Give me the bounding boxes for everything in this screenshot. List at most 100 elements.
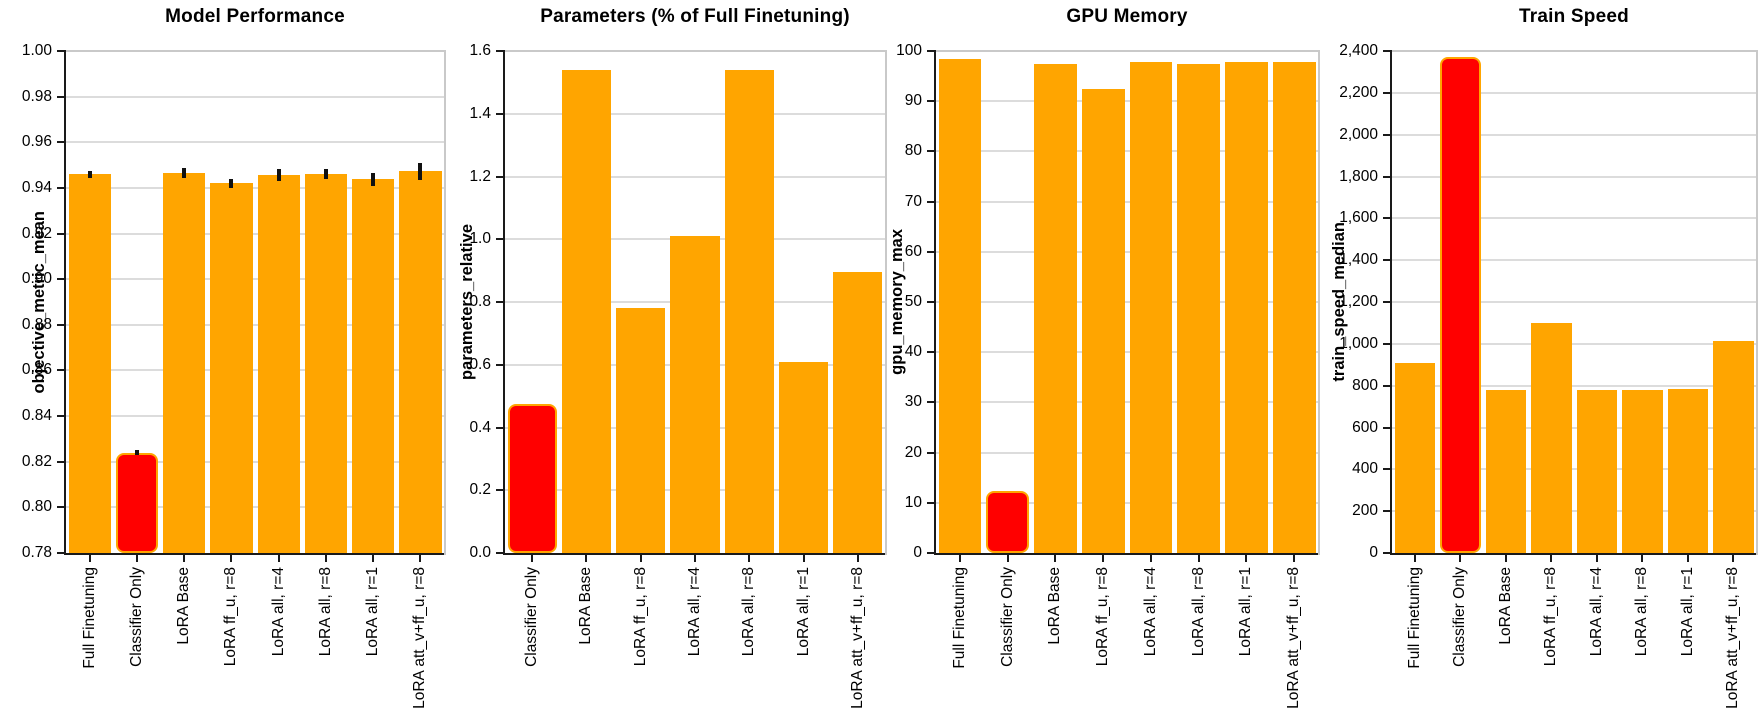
x-tick	[748, 555, 751, 562]
bar	[833, 272, 883, 553]
y-tick	[1383, 217, 1390, 220]
gridline	[66, 369, 444, 372]
y-tick-label: 0	[913, 544, 922, 561]
x-tick	[1102, 555, 1105, 562]
x-tick	[1054, 555, 1057, 562]
y-tick-label: 100	[896, 42, 922, 59]
x-axis	[503, 553, 885, 555]
bar	[1394, 362, 1435, 553]
gridline	[936, 150, 1318, 153]
x-tick-label: LoRA all, r=8	[316, 567, 334, 657]
y-tick-label: 0.98	[21, 87, 52, 105]
x-tick-label: Classifier Only	[127, 567, 145, 667]
y-tick-label: 80	[904, 142, 922, 160]
x-tick-label: LoRA all, r=8	[1189, 567, 1207, 657]
bar	[1081, 88, 1125, 553]
x-tick	[1149, 555, 1152, 562]
gridline	[505, 175, 885, 178]
y-tick-label: 1,200	[1339, 293, 1378, 310]
y-tick-label: 30	[904, 393, 922, 411]
error-bar	[371, 172, 376, 187]
y-tick	[57, 278, 64, 281]
bar	[1034, 63, 1077, 553]
x-tick	[372, 555, 375, 562]
gridline	[505, 112, 885, 115]
y-tick-label: 1.00	[21, 42, 52, 59]
gridline	[66, 95, 444, 98]
y-tick	[57, 552, 64, 554]
bar	[68, 174, 111, 553]
y-tick	[1383, 384, 1390, 387]
x-axis	[1390, 553, 1756, 555]
y-tick	[57, 323, 64, 326]
y-tick	[496, 489, 503, 492]
x-tick-label: LoRA att_v+ff_u, r=8	[1724, 567, 1742, 709]
x-tick-label: LoRA Base	[1496, 567, 1514, 645]
gridline	[936, 401, 1318, 404]
y-tick-label: 0.2	[469, 481, 491, 499]
bar	[399, 171, 442, 553]
chart-panel-parameters: Parameters (% of Full Finetuning) parame…	[440, 0, 887, 724]
x-tick	[135, 555, 138, 562]
x-tick-label: LoRA Base	[577, 567, 595, 645]
y-tick-label: 0.88	[21, 315, 52, 333]
bar-highlight	[507, 403, 557, 553]
y-tick	[1383, 426, 1390, 429]
y-tick	[927, 250, 934, 253]
y-tick	[927, 501, 934, 504]
bar	[1667, 389, 1708, 553]
x-tick	[183, 555, 186, 562]
y-tick	[496, 238, 503, 241]
error-bar	[276, 169, 281, 182]
x-tick	[1686, 555, 1689, 562]
plot-border-right	[1756, 50, 1758, 555]
chart-title: Model Performance	[165, 6, 345, 27]
y-tick	[927, 50, 934, 52]
x-tick	[585, 555, 588, 562]
x-tick-label: Full Finetuning	[950, 567, 968, 669]
gridline	[1392, 259, 1756, 262]
gridline	[1392, 384, 1756, 387]
x-tick-label: LoRA att_v+ff_u, r=8	[1285, 567, 1303, 709]
bar-highlight	[986, 491, 1029, 553]
x-tick-label: Classifier Only	[998, 567, 1016, 667]
y-tick-label: 0.92	[21, 224, 52, 242]
gridline	[936, 100, 1318, 103]
error-bar	[229, 178, 234, 188]
bar	[670, 236, 720, 553]
gridline	[66, 415, 444, 418]
x-tick	[88, 555, 91, 562]
gridline	[936, 501, 1318, 504]
bar	[778, 361, 829, 553]
y-tick-label: 800	[1352, 376, 1378, 394]
x-tick	[639, 555, 642, 562]
bar	[1272, 61, 1316, 553]
y-tick-label: 2,200	[1339, 83, 1378, 101]
y-tick	[1383, 468, 1390, 471]
x-tick	[324, 555, 327, 562]
chart-title: GPU Memory	[1066, 6, 1188, 27]
x-tick-label: Full Finetuning	[1405, 567, 1423, 669]
y-tick	[927, 451, 934, 454]
gridline	[66, 141, 444, 144]
y-tick-label: 0.6	[469, 355, 491, 373]
y-tick-label: 1.6	[469, 42, 491, 59]
x-tick	[1732, 555, 1735, 562]
plot-area: 0 200 400 600 800 1,000 1,200 1,400 1,600 1,800 2,…	[1339, 42, 1758, 709]
chart-title: Train Speed	[1519, 6, 1629, 27]
bar	[257, 175, 300, 553]
error-bar	[134, 450, 139, 455]
gridline	[66, 506, 444, 509]
y-tick-label: 0.78	[21, 544, 52, 561]
bar	[1713, 340, 1754, 553]
y-tick-label: 20	[904, 443, 922, 461]
y-tick-label: 90	[904, 92, 922, 110]
bar	[1531, 322, 1572, 553]
chart-panel-train-speed: Train Speed train_speed_median 0 200 400 60…	[1320, 0, 1760, 724]
x-tick-label: LoRA all, r=8	[1633, 567, 1651, 657]
x-tick	[1550, 555, 1553, 562]
x-tick	[958, 555, 961, 562]
y-axis-title: objective_metric_mean	[29, 210, 48, 394]
x-tick-label: LoRA Base	[175, 567, 193, 645]
